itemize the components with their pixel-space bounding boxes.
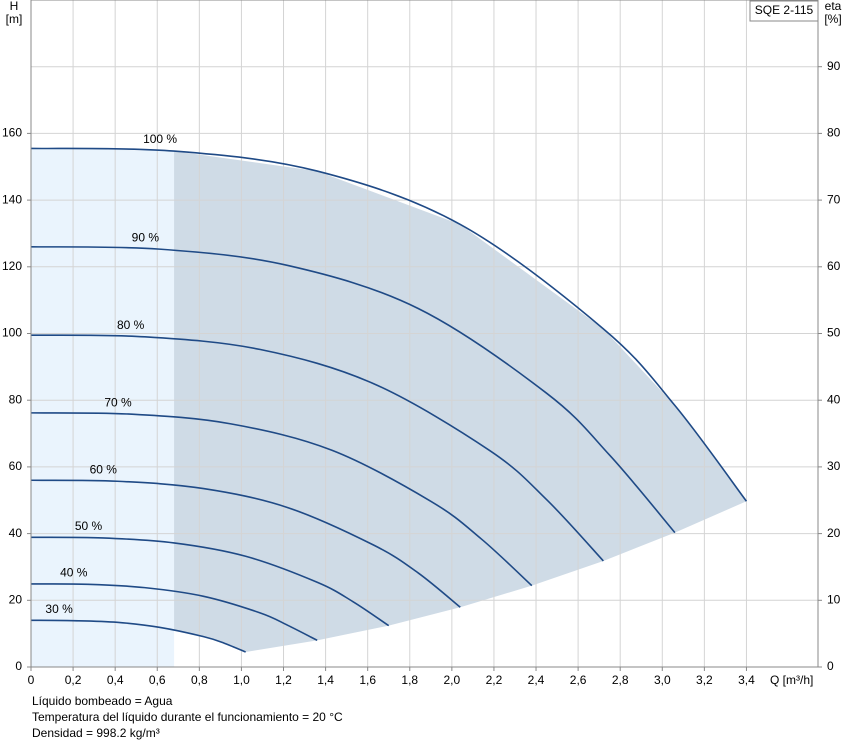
curve-label: 90 % [132, 230, 160, 244]
x-tick-label: 0,4 [107, 673, 124, 687]
x-tick-label: 3,4 [738, 673, 755, 687]
y2-tick-label: 80 [827, 126, 841, 140]
y-tick-label: 100 [2, 326, 22, 340]
curve [30, 583, 318, 642]
y-tick-label: 40 [9, 526, 23, 540]
y2-label: [%] [824, 12, 841, 26]
x-tick-label: 3,2 [696, 673, 713, 687]
y-tick-label: 20 [9, 592, 23, 606]
curve-label: 100 % [143, 132, 177, 146]
x-tick-label: 0,2 [65, 673, 82, 687]
y-label: [m] [6, 12, 23, 26]
curve [30, 412, 533, 587]
y2-tick-label: 20 [827, 526, 841, 540]
x-tick-label: 2,0 [444, 673, 461, 687]
y-label: H [10, 0, 19, 13]
curve-label: 40 % [60, 565, 88, 579]
curve-label: 60 % [90, 462, 118, 476]
y2-tick-label: 50 [827, 326, 841, 340]
y2-tick-label: 0 [827, 659, 834, 673]
curve [30, 334, 604, 562]
curve-label: 70 % [104, 395, 132, 409]
x-tick-label: 1,8 [401, 673, 418, 687]
annotation-box [749, 0, 819, 22]
y-tick-label: 120 [2, 259, 22, 273]
y-tick-label: 160 [2, 126, 22, 140]
curve-label: 30 % [45, 602, 73, 616]
note: Líquido bombeado = Agua [32, 694, 173, 708]
curve [30, 536, 390, 627]
x-tick-label: 1,6 [359, 673, 376, 687]
y2-tick-label: 40 [827, 392, 841, 406]
y-tick-label: 60 [9, 459, 23, 473]
curve [30, 147, 748, 502]
x-tick-label: 2,6 [570, 673, 587, 687]
y-tick-label: 0 [15, 659, 22, 673]
y2-label: eta [825, 0, 842, 13]
x-tick-label: 0,6 [149, 673, 166, 687]
curve-label: 50 % [75, 519, 103, 533]
y2-tick-label: 30 [827, 459, 841, 473]
y2-tick-label: 60 [827, 259, 841, 273]
note: Densidad = 998.2 kg/m³ [32, 726, 160, 740]
curve [30, 245, 676, 534]
x-tick-label: 2,8 [612, 673, 629, 687]
y-tick-label: 140 [2, 192, 22, 206]
x-tick-label: 3,0 [654, 673, 671, 687]
x-tick-label: 0,8 [191, 673, 208, 687]
curve [30, 619, 246, 653]
x-tick-label: 0 [28, 673, 35, 687]
curve [30, 479, 461, 608]
x-tick-label: 1,0 [233, 673, 250, 687]
annotation: SQE 2-115 [755, 3, 814, 17]
y2-tick-label: 90 [827, 59, 841, 73]
y2-tick-label: 70 [827, 192, 841, 206]
x-tick-label: 1,2 [275, 673, 292, 687]
y-tick-label: 80 [9, 392, 23, 406]
x-tick-label: 1,4 [317, 673, 334, 687]
x-tick-label: 2,4 [528, 673, 545, 687]
y2-tick-label: 10 [827, 592, 841, 606]
note: Temperatura del líquido durante el funci… [32, 710, 343, 724]
x-tick-label: 2,2 [486, 673, 503, 687]
x-label: Q [m³/h] [770, 673, 813, 687]
curve-label: 80 % [117, 318, 145, 332]
